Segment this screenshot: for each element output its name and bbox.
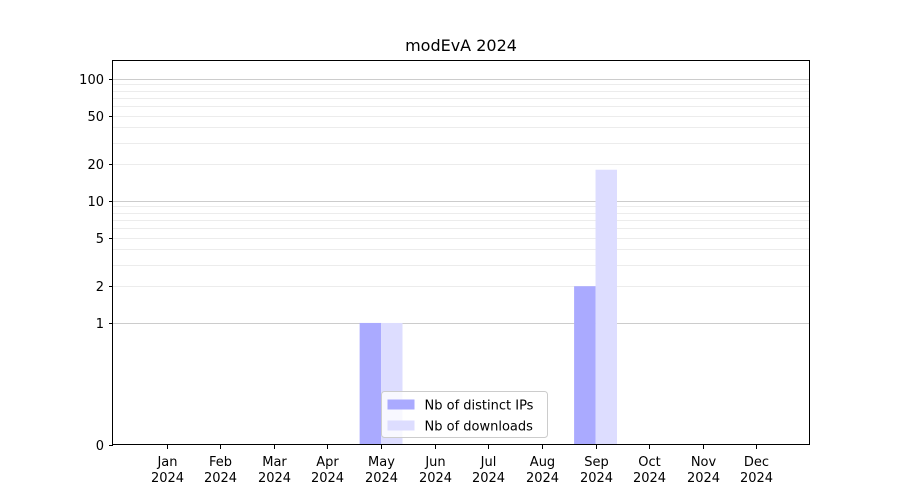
bar-distinct-ips-may: [359, 322, 382, 445]
legend-label: Nb of downloads: [425, 420, 534, 435]
bar-distinct-ips-sep: [574, 286, 596, 445]
x-tick-label: Aug 2024: [526, 455, 559, 486]
bar-downloads-sep: [595, 169, 617, 445]
x-tick-label: Apr 2024: [311, 455, 344, 486]
x-tick-label: Sep 2024: [580, 455, 613, 486]
y-tick-label: 50: [87, 110, 104, 125]
chart-title: modEvA 2024: [405, 36, 517, 55]
legend-label: Nb of distinct IPs: [425, 399, 534, 414]
y-tick-label: 0: [96, 439, 104, 454]
legend-box: [381, 391, 548, 438]
legend-swatch: [387, 420, 415, 431]
y-tick-label: 100: [79, 73, 104, 88]
x-tick-label: Nov 2024: [687, 455, 720, 486]
y-axis: 0 1 2 5 10 20 50 100: [79, 73, 113, 454]
x-tick-label: Oct 2024: [633, 455, 666, 486]
grid: [113, 79, 810, 324]
bars: [359, 169, 617, 445]
x-axis: Jan 2024 Feb 2024 Mar 2024 Apr 2024 May 2024 Jun 20…: [151, 445, 773, 486]
x-tick-label: Jun 2024: [419, 455, 452, 486]
x-tick-label: Jan 2024: [151, 455, 184, 486]
y-tick-label: 10: [87, 195, 104, 210]
x-tick-label: Mar 2024: [258, 455, 291, 486]
x-tick-label: Jul 2024: [472, 455, 505, 486]
x-tick-label: Dec 2024: [740, 455, 773, 486]
legend: Nb of distinct IPs Nb of downloads: [381, 391, 548, 438]
y-tick-label: 2: [96, 280, 104, 295]
x-tick-label: Feb 2024: [204, 455, 237, 486]
x-tick-label: May 2024: [365, 455, 398, 486]
plot-frame: [112, 60, 810, 445]
y-tick-label: 20: [87, 158, 104, 173]
legend-swatch: [387, 399, 415, 410]
y-tick-label: 5: [96, 232, 104, 247]
y-tick-label: 1: [96, 317, 104, 332]
